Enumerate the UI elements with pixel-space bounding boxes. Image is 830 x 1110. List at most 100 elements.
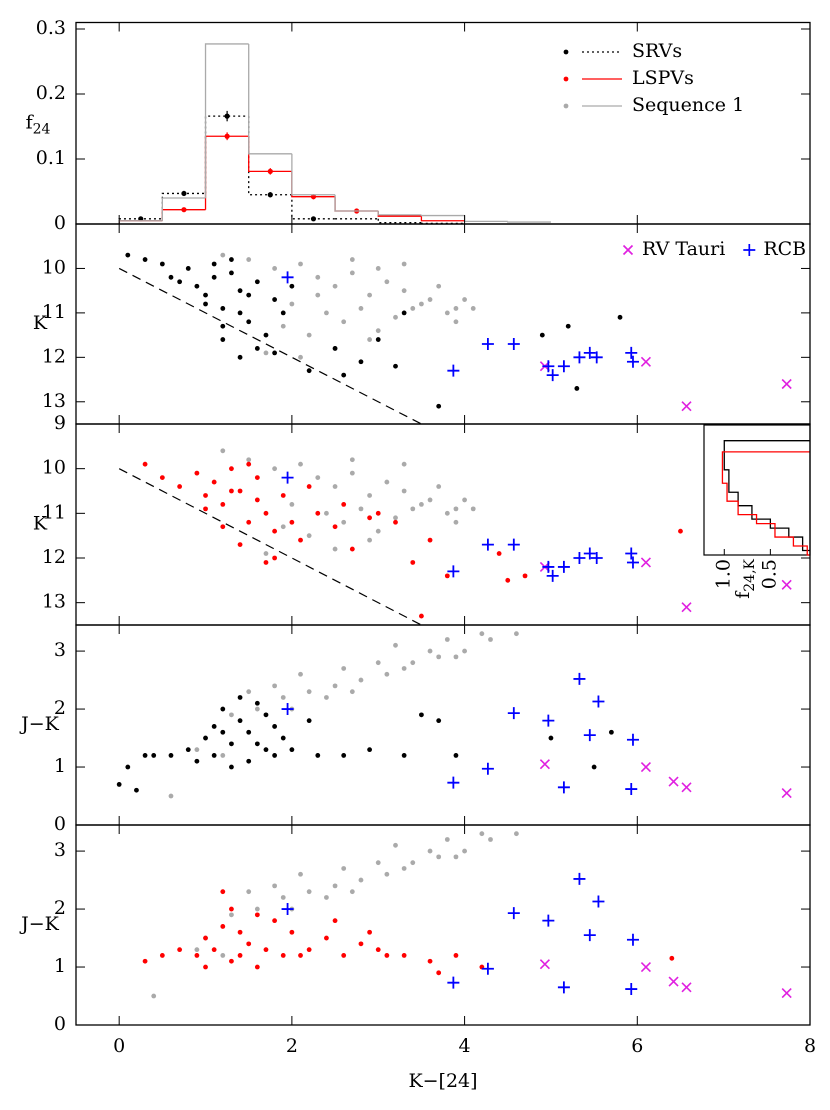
scatter-point xyxy=(194,747,200,753)
rcb-marker xyxy=(447,776,460,789)
scatter-point xyxy=(237,310,243,316)
rv-tauri-marker xyxy=(668,776,679,787)
y-tick-label: 2 xyxy=(54,697,66,719)
scatter-point xyxy=(220,924,226,929)
scatter-point xyxy=(298,461,303,467)
scatter-point xyxy=(289,502,295,507)
scatter-point xyxy=(367,747,372,753)
scatter-point xyxy=(263,947,269,953)
rcb-marker xyxy=(481,762,494,775)
scatter-point xyxy=(341,866,347,871)
scatter-point xyxy=(375,528,381,534)
scatter-point xyxy=(237,953,243,958)
scatter-point xyxy=(427,537,433,543)
scatter-point xyxy=(669,955,675,961)
scatter-point xyxy=(220,889,226,895)
scatter-point xyxy=(401,488,407,494)
scatter-point xyxy=(263,332,269,338)
scatter-point xyxy=(298,671,303,677)
scatter-point xyxy=(479,631,485,637)
inset-axis-label: f24,K xyxy=(732,558,758,598)
scatter-point xyxy=(401,288,407,294)
histogram-bin xyxy=(291,153,336,196)
scatter-point xyxy=(591,764,597,770)
scatter-point xyxy=(332,524,338,530)
scatter-point xyxy=(203,292,208,298)
scatter-point xyxy=(384,671,390,677)
scatter-point xyxy=(349,270,355,276)
y-axis-label: K xyxy=(33,312,48,334)
legend-marker xyxy=(563,103,569,109)
rcb-marker xyxy=(583,929,596,942)
scatter-point xyxy=(453,854,459,860)
scatter-point xyxy=(444,310,450,316)
rcb-marker xyxy=(281,271,294,284)
scatter-point xyxy=(263,551,269,556)
rv-tauri-marker xyxy=(781,378,792,390)
scatter-point xyxy=(229,906,234,912)
scatter-point xyxy=(384,479,390,485)
scatter-point xyxy=(280,695,286,700)
legend-marker xyxy=(563,49,569,55)
legend-label: RV Tauri xyxy=(642,238,725,260)
scatter-point xyxy=(349,689,355,695)
scatter-point xyxy=(444,510,450,516)
scatter-point xyxy=(185,747,191,753)
scatter-point xyxy=(436,854,442,860)
scatter-point xyxy=(341,753,347,758)
y-tick-label: 10 xyxy=(42,457,66,479)
scatter-point xyxy=(211,261,217,267)
y-tick-label: 9 xyxy=(54,412,66,434)
rcb-marker xyxy=(557,360,570,373)
scatter-point xyxy=(306,947,312,953)
scatter-point xyxy=(237,718,243,724)
scatter-point xyxy=(289,929,295,935)
scatter-point xyxy=(332,546,338,552)
rv-tauri-marker xyxy=(781,788,792,799)
scatter-point xyxy=(203,493,208,498)
scatter-point xyxy=(263,510,269,516)
scatter-point xyxy=(393,642,398,648)
scatter-point xyxy=(229,764,234,770)
scatter-point xyxy=(427,848,433,854)
scatter-point xyxy=(349,257,355,262)
rcb-marker xyxy=(546,569,559,582)
scatter-point xyxy=(444,837,450,842)
scatter-point xyxy=(194,470,200,476)
scatter-point xyxy=(375,337,381,342)
rv-tauri-marker xyxy=(640,961,651,973)
scatter-point xyxy=(505,577,511,583)
scatter-point xyxy=(375,510,381,516)
rcb-marker xyxy=(583,729,596,742)
scatter-point xyxy=(315,510,321,516)
scatter-point xyxy=(229,741,234,747)
scatter-point xyxy=(341,372,347,378)
scatter-point xyxy=(272,753,278,758)
scatter-point xyxy=(332,283,338,289)
rcb-marker xyxy=(557,560,570,573)
scatter-point xyxy=(263,747,269,753)
scatter-point xyxy=(427,648,433,654)
scatter-point xyxy=(419,712,424,718)
rcb-marker xyxy=(626,733,639,746)
y-tick-label: 3 xyxy=(54,639,66,661)
y-tick-label: 13 xyxy=(42,591,66,613)
scatter-point xyxy=(246,319,252,325)
scatter-point xyxy=(358,677,364,683)
scatter-point xyxy=(462,497,467,503)
scatter-point xyxy=(254,497,260,503)
scatter-point xyxy=(229,466,234,472)
scatter-point xyxy=(159,953,165,958)
scatter-point xyxy=(453,519,459,525)
inset-tick-label: 0.5 xyxy=(758,559,780,589)
scatter-point xyxy=(151,993,157,999)
scatter-point xyxy=(358,941,364,947)
scatter-point xyxy=(134,787,139,793)
scatter-point xyxy=(401,461,407,467)
rv-tauri-marker xyxy=(781,579,792,590)
scatter-point xyxy=(306,889,312,895)
legend-marker xyxy=(563,76,569,82)
scatter-point xyxy=(298,537,303,543)
rcb-marker xyxy=(573,351,586,364)
rcb-marker xyxy=(542,914,555,927)
